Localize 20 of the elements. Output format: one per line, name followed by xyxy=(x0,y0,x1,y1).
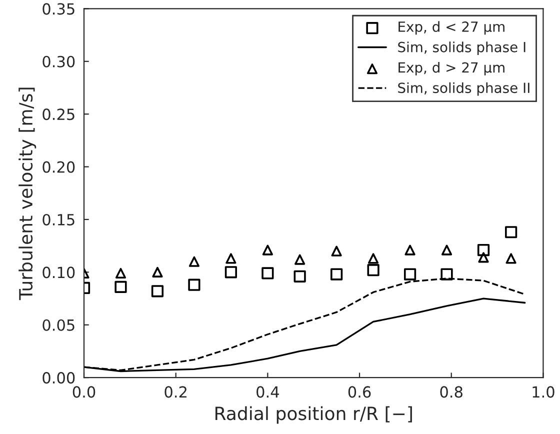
x-axis-title: Radial position r/R [−] xyxy=(215,406,412,424)
x-tick-label: 0.8 xyxy=(440,386,462,398)
x-tick-label: 0.6 xyxy=(348,386,371,398)
y-tick-label: 0.10 xyxy=(42,266,75,278)
y-tick-label: 0.25 xyxy=(42,108,74,120)
y-axis-title: Turbulent velocity [m/s] xyxy=(18,88,36,300)
y-tick-label: 0.05 xyxy=(42,319,74,331)
legend-label: Exp, d < 27 μm xyxy=(398,21,504,35)
legend-label: Exp, d > 27 μm xyxy=(398,62,504,76)
x-tick-label: 1.0 xyxy=(532,386,554,398)
x-tick-label: 0.0 xyxy=(72,386,96,398)
y-tick-label: 0.30 xyxy=(42,56,75,68)
x-tick-label: 0.4 xyxy=(256,386,279,398)
y-tick-label: 0.00 xyxy=(42,372,75,384)
y-tick-label: 0.20 xyxy=(42,161,75,173)
legend-label: Sim, solids phase II xyxy=(398,82,530,96)
x-tick-label: 0.2 xyxy=(164,386,186,398)
y-tick-label: 0.15 xyxy=(42,214,74,226)
legend-label: Sim, solids phase I xyxy=(398,42,526,56)
y-tick-label: 0.35 xyxy=(42,3,74,15)
